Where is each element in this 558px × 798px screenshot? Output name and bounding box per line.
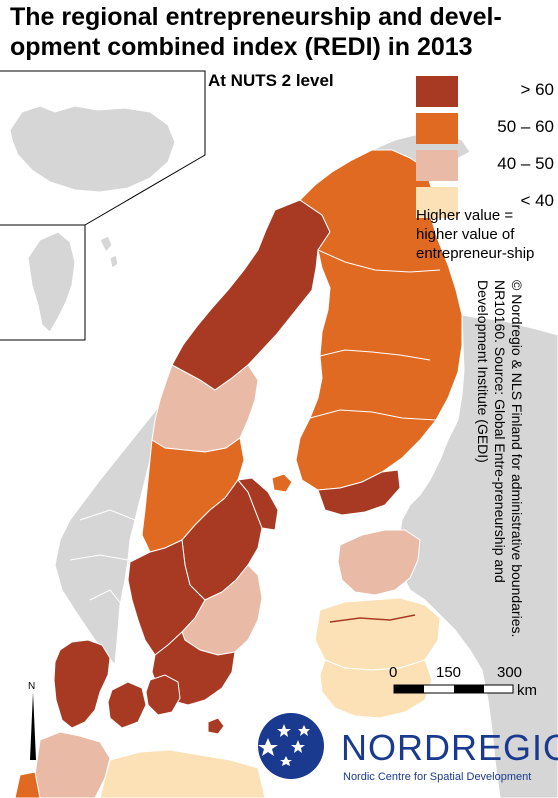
region-finland-north-east bbox=[295, 149, 463, 491]
faroe-islands-landmass bbox=[99, 235, 119, 269]
region-germany-north bbox=[34, 731, 111, 798]
legend-label: < 40 bbox=[520, 191, 554, 210]
inset-frame-lines bbox=[0, 70, 206, 341]
region-denmark-jutland bbox=[53, 639, 111, 729]
greenland-landmass bbox=[27, 231, 76, 333]
region-upper-norrland bbox=[171, 199, 331, 391]
legend-label: > 60 bbox=[520, 80, 554, 99]
scale-bar-segment-2 bbox=[454, 685, 484, 693]
region-latvia bbox=[314, 597, 441, 671]
legend-label: 40 – 50 bbox=[497, 154, 554, 173]
source-credit: © Nordregio & NLS Finland for administra… bbox=[475, 280, 525, 638]
baltic-internal-boundaries bbox=[329, 614, 416, 623]
north-arrow-icon bbox=[30, 692, 36, 760]
scale-bar-segment-1 bbox=[394, 685, 424, 693]
norway-region-boundaries bbox=[69, 284, 271, 606]
logo-tagline: Nordic Centre for Spatial Development bbox=[343, 771, 532, 783]
legend-swatch bbox=[416, 150, 458, 181]
iceland-landmass bbox=[9, 105, 176, 193]
russia-landmass bbox=[397, 314, 558, 798]
north-arrow-label: N bbox=[28, 681, 36, 692]
region-aland bbox=[271, 473, 293, 493]
region-denmark-zealand bbox=[145, 674, 181, 716]
legend-item: 40 – 50 bbox=[416, 150, 556, 184]
region-lithuania bbox=[319, 659, 433, 719]
region-denmark-islands bbox=[107, 681, 147, 729]
legend-swatch bbox=[416, 76, 458, 107]
region-stockholm bbox=[237, 477, 279, 531]
region-germany-coast bbox=[14, 771, 41, 798]
scale-tick-label: 0 bbox=[389, 664, 398, 681]
legend: > 60 50 – 60 40 – 50 < 40 bbox=[416, 76, 556, 224]
logo-stars-icon bbox=[258, 724, 310, 766]
scale-unit-label: km bbox=[517, 682, 537, 699]
legend-item: 50 – 60 bbox=[416, 113, 556, 147]
legend-item: < 40 bbox=[416, 187, 556, 221]
legend-label: 50 – 60 bbox=[497, 117, 554, 136]
region-estonia bbox=[337, 529, 421, 596]
legend-swatch bbox=[416, 113, 458, 144]
logo-wordmark: NORDREGIO bbox=[341, 727, 558, 768]
map-subtitle: At NUTS 2 level bbox=[208, 71, 334, 90]
region-helsinki-uusimaa bbox=[317, 469, 401, 516]
region-bornholm bbox=[207, 717, 225, 735]
map-title: The regional entrepreneurship and devel-… bbox=[10, 3, 502, 61]
legend-item: > 60 bbox=[416, 76, 556, 110]
legend-swatch bbox=[416, 187, 458, 218]
legend-note: Higher value = higher value of entrepren… bbox=[416, 207, 535, 262]
scale-tick-label: 300 bbox=[497, 664, 523, 681]
scale-tick-label: 150 bbox=[436, 664, 462, 681]
finland-region-boundaries bbox=[309, 249, 441, 421]
region-poland-north bbox=[99, 749, 266, 798]
